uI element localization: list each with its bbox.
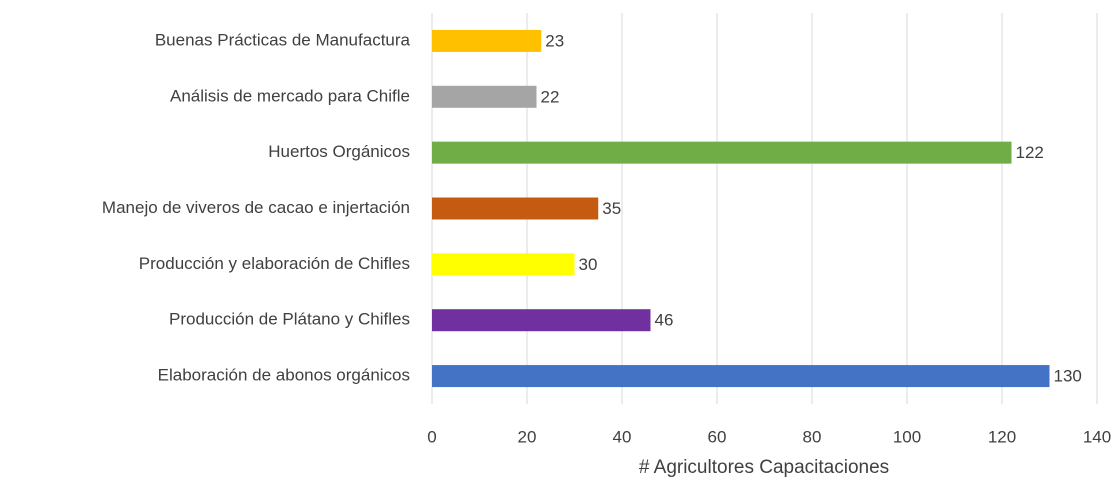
data-label: 122	[1016, 143, 1044, 162]
y-tick-label: Huertos Orgánicos	[268, 142, 410, 161]
y-tick-label: Producción de Plátano y Chifles	[169, 310, 410, 329]
y-tick-label: Producción y elaboración de Chifles	[139, 254, 410, 273]
y-tick-label: Buenas Prácticas de Manufactura	[155, 30, 411, 49]
bar	[432, 309, 651, 331]
data-label: 130	[1054, 367, 1082, 386]
x-tick-label: 0	[427, 427, 436, 446]
bar	[432, 198, 598, 220]
y-tick-label: Manejo de viveros de cacao e injertación	[102, 198, 410, 217]
data-label: 30	[579, 255, 598, 274]
x-tick-label: 40	[613, 427, 632, 446]
bar	[432, 253, 575, 275]
data-label: 23	[545, 31, 564, 50]
bar	[432, 365, 1050, 387]
data-label: 22	[541, 87, 560, 106]
y-tick-label: Elaboración de abonos orgánicos	[158, 366, 410, 385]
bar	[432, 86, 537, 108]
chart: # Agricultores Capacitaciones 0 20 40 60 80 1…	[0, 0, 1116, 484]
x-tick-label: 140	[1083, 427, 1111, 446]
data-label: 46	[655, 311, 674, 330]
x-axis-label: # Agricultores Capacitaciones	[639, 457, 889, 478]
bar	[432, 30, 541, 52]
y-tick-label: Análisis de mercado para Chifle	[170, 86, 410, 105]
x-tick-label: 20	[518, 427, 537, 446]
x-tick-label: 80	[803, 427, 822, 446]
x-tick-label: 100	[893, 427, 921, 446]
data-label: 35	[602, 199, 621, 218]
x-tick-label: 60	[708, 427, 727, 446]
bar	[432, 142, 1012, 164]
x-tick-label: 120	[988, 427, 1016, 446]
